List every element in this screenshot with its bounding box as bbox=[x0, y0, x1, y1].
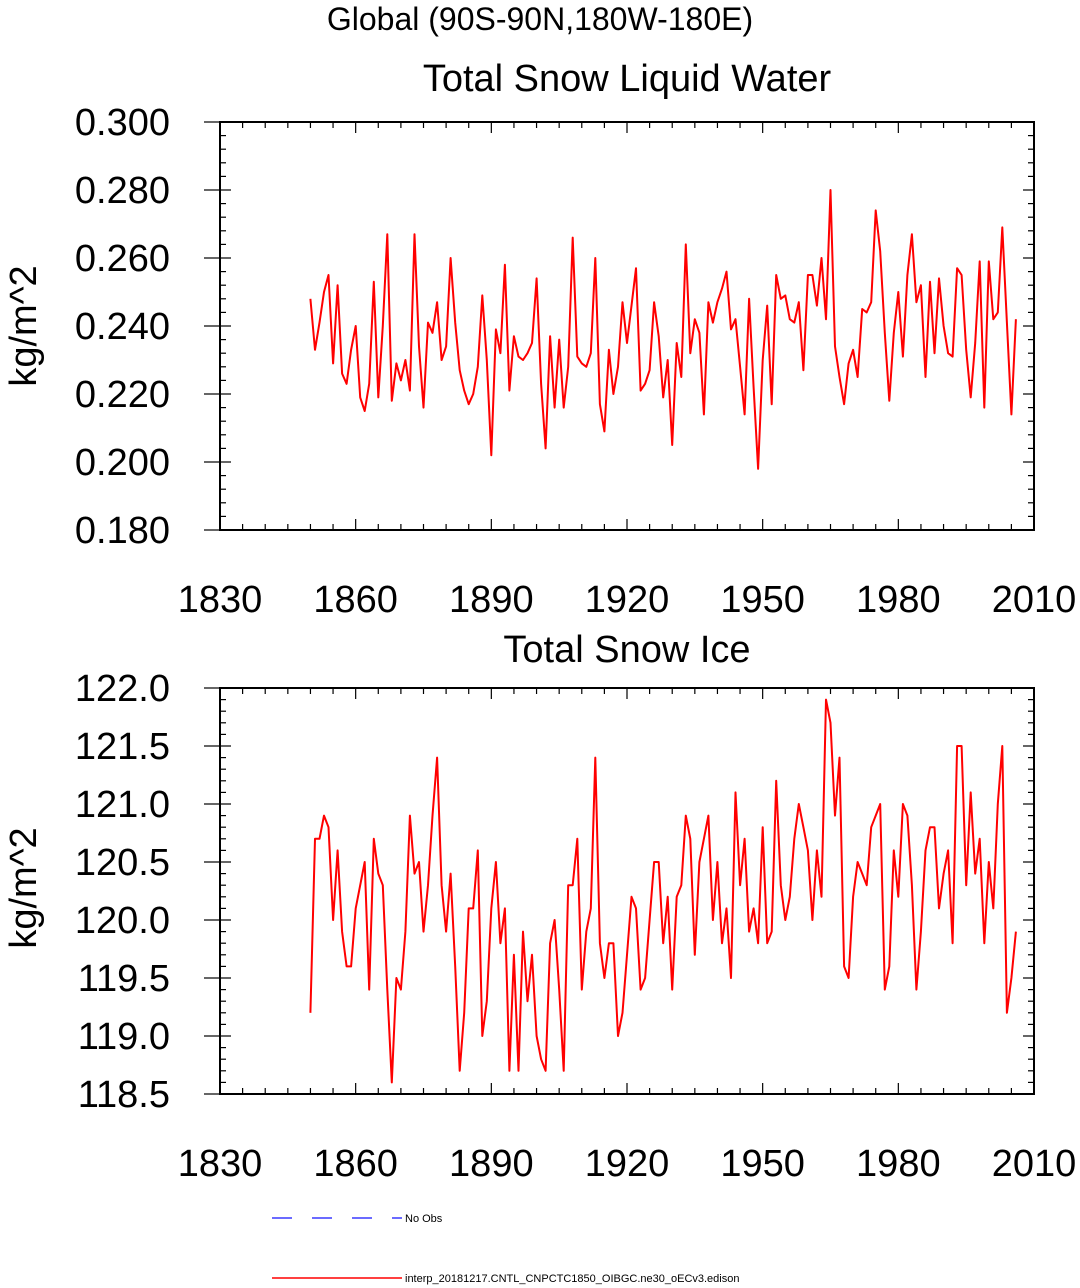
y-tick-label: 0.300 bbox=[75, 102, 170, 144]
x-tick-label: 1980 bbox=[856, 1143, 941, 1185]
x-tick-label: 1890 bbox=[449, 579, 534, 621]
plot-frame bbox=[219, 121, 1035, 531]
y-axis-label: kg/m^2 bbox=[3, 827, 45, 948]
panel-title: Total Snow Liquid Water bbox=[423, 58, 832, 100]
x-tick-label: 1890 bbox=[449, 1143, 534, 1185]
y-tick-label: 122.0 bbox=[75, 668, 170, 710]
x-tick-label: 1920 bbox=[585, 1143, 670, 1185]
x-tick-label: 1920 bbox=[585, 579, 670, 621]
y-axis-label: kg/m^2 bbox=[3, 265, 45, 386]
y-tick-label: 0.220 bbox=[75, 374, 170, 416]
panel-title: Total Snow Ice bbox=[503, 629, 750, 671]
x-tick-label: 1830 bbox=[178, 579, 263, 621]
y-tick-label: 121.5 bbox=[75, 726, 170, 768]
series-line bbox=[309, 189, 1017, 470]
x-tick-label: 2010 bbox=[992, 1143, 1077, 1185]
y-tick-label: 118.5 bbox=[78, 1074, 170, 1116]
y-tick-label: 0.200 bbox=[75, 442, 170, 484]
y-tick-label: 121.0 bbox=[75, 784, 170, 826]
y-tick-label: 120.5 bbox=[75, 842, 170, 884]
y-tick-label: 0.180 bbox=[75, 510, 170, 552]
panel-snow-liquid-water: Total Snow Liquid Water kg/m^2 1830 1860 1… bbox=[3, 58, 1076, 621]
series-line bbox=[309, 698, 1017, 1084]
panel-snow-ice: Total Snow Ice kg/m^2 1830 1860 1890 1920 19… bbox=[3, 629, 1076, 1185]
legend-label-model: interp_20181217.CNTL_CNPCTC1850_OIBGC.ne… bbox=[405, 1273, 739, 1285]
y-tick-label: 0.260 bbox=[75, 238, 170, 280]
page-title: Global (90S-90N,180W-180E) bbox=[327, 1, 753, 37]
y-tick-label: 0.240 bbox=[75, 306, 170, 348]
y-tick-label: 119.0 bbox=[78, 1016, 170, 1058]
x-tick-label: 1860 bbox=[313, 1143, 398, 1185]
legend-label-no-obs: No Obs bbox=[405, 1213, 443, 1225]
x-tick-label: 1980 bbox=[856, 579, 941, 621]
y-tick-label: 119.5 bbox=[78, 958, 170, 1000]
y-tick-label: 0.280 bbox=[75, 170, 170, 212]
x-tick-label: 1950 bbox=[720, 579, 805, 621]
x-tick-label: 1830 bbox=[178, 1143, 263, 1185]
x-tick-label: 1860 bbox=[313, 579, 398, 621]
y-tick-label: 120.0 bbox=[75, 900, 170, 942]
legend: No Obs interp_20181217.CNTL_CNPCTC1850_O… bbox=[272, 1213, 739, 1285]
x-tick-label: 2010 bbox=[992, 579, 1077, 621]
x-tick-label: 1950 bbox=[720, 1143, 805, 1185]
